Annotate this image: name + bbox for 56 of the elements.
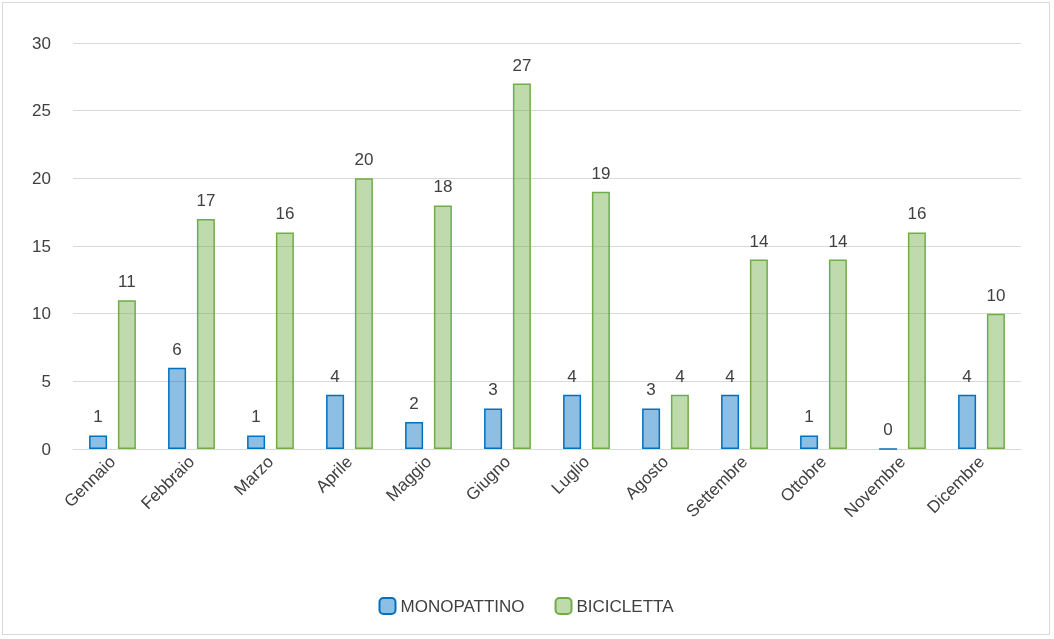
data-label: 18 <box>433 177 453 197</box>
bar <box>642 408 661 449</box>
y-tick-label: 30 <box>32 33 51 53</box>
bar <box>433 205 452 449</box>
bar <box>749 259 768 449</box>
bar <box>326 394 345 449</box>
bar <box>484 408 503 449</box>
data-label: 3 <box>646 380 656 400</box>
y-tick-label: 10 <box>32 304 51 324</box>
data-label: 4 <box>962 366 972 386</box>
data-label: 17 <box>196 190 216 210</box>
data-label: 11 <box>118 272 136 292</box>
data-label: 19 <box>591 163 611 183</box>
y-tick-label: 25 <box>32 101 51 121</box>
bar <box>563 394 582 449</box>
data-label: 2 <box>409 393 419 413</box>
data-label: 4 <box>725 366 735 386</box>
data-label: 4 <box>675 366 685 386</box>
bar <box>512 83 531 449</box>
bar <box>275 232 294 449</box>
data-label: 1 <box>251 407 261 427</box>
data-label: 6 <box>172 339 182 359</box>
data-label: 10 <box>986 285 1006 305</box>
bar <box>168 367 187 449</box>
data-label: 4 <box>567 366 577 386</box>
y-tick-label: 20 <box>32 168 51 188</box>
y-tick-label: 15 <box>32 236 51 256</box>
y-tick-label: 0 <box>41 439 51 459</box>
data-label: 1 <box>804 407 814 427</box>
data-label: 0 <box>883 420 893 440</box>
y-tick-label: 5 <box>41 371 51 391</box>
legend-label: BICICLETTA <box>576 596 675 616</box>
data-label: 3 <box>488 380 498 400</box>
bar <box>670 394 689 449</box>
bar <box>89 435 108 449</box>
bar <box>800 435 819 449</box>
bar <box>958 394 977 449</box>
bar <box>907 232 926 449</box>
bar <box>591 191 610 449</box>
data-label: 27 <box>512 55 532 75</box>
data-label: 16 <box>907 204 927 224</box>
bar <box>721 394 740 449</box>
bar <box>405 421 424 449</box>
bar <box>247 435 266 449</box>
data-label: 16 <box>275 204 295 224</box>
bar <box>354 178 373 449</box>
data-label: 20 <box>354 150 374 170</box>
bar <box>986 313 1005 449</box>
data-label: 14 <box>828 231 848 251</box>
data-label: 14 <box>749 231 769 251</box>
legend-label: MONOPATTINO <box>400 596 525 616</box>
bar <box>196 218 215 449</box>
bar <box>828 259 847 449</box>
data-label: 1 <box>93 407 103 427</box>
data-label: 4 <box>330 366 340 386</box>
bar <box>117 300 136 449</box>
